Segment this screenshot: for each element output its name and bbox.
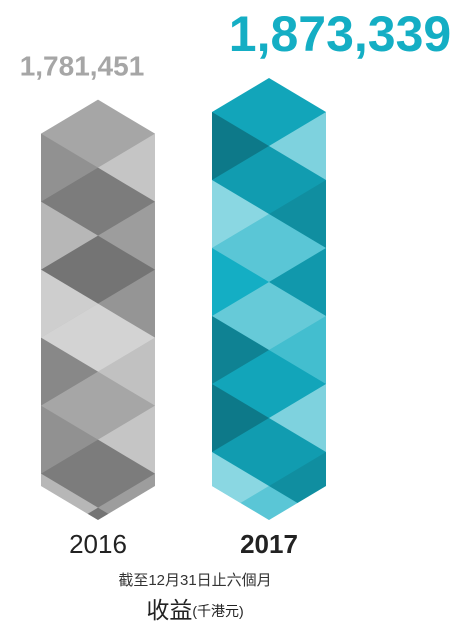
unit-label: (千港元) bbox=[192, 603, 243, 619]
chart: 截至12月31日止六個月 收益(千港元) 1,781,451 2016 1,873,… bbox=[0, 0, 473, 630]
title-main: 收益 bbox=[146, 597, 192, 623]
note: 截至12月31日止六個月 bbox=[118, 572, 271, 589]
value-label: 1,873,339 bbox=[229, 6, 451, 62]
title: 收益(千港元) bbox=[146, 597, 243, 623]
category-label: 2016 bbox=[69, 529, 127, 559]
value-label: 1,781,451 bbox=[20, 50, 145, 81]
category-label: 2017 bbox=[240, 529, 298, 559]
